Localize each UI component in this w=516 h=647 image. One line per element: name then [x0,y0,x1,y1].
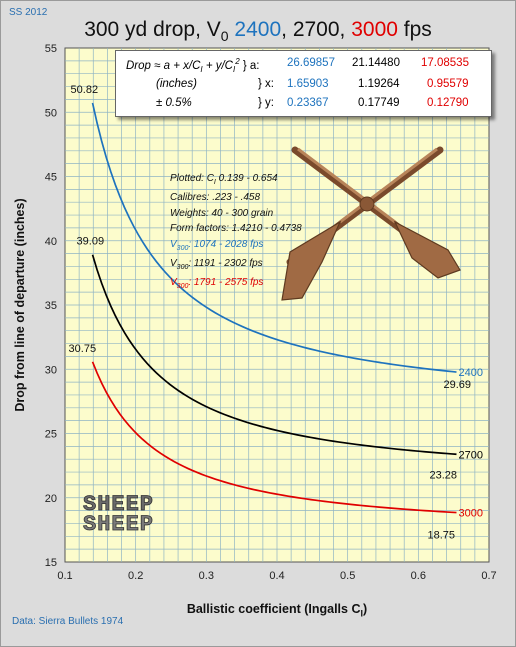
end-label-2400: 29.69 [443,379,471,391]
y-tick-label: 25 [45,429,57,441]
chart-notes: Plotted: CI 0.139 - 0.654 Calibres: .223… [170,171,302,295]
note-form-factors: Form factors: 1.4210 - 0.4738 [170,223,302,235]
title-v1: 2400 [234,18,282,41]
note-calibres: Calibres: .223 - .458 [170,192,261,204]
y-tick-label: 15 [45,557,57,569]
formula-row-1: Drop ≈ a + x/CI + y/CI2 } a: [126,57,260,75]
source-note: Data: Sierra Bullets 1974 [12,616,124,627]
y-tick-label: 40 [45,236,57,248]
x-axis-title: Ballistic coefficient (Ingalls CI) [186,602,368,619]
series-name-2400: 2400 [458,367,482,379]
x-tick-label: 0.4 [269,570,284,582]
title-prefix: 300 yd drop, V [84,18,221,41]
y-tick-label: 20 [45,493,57,505]
x-tick-label: 0.1 [57,570,72,582]
end-label-3000: 18.75 [427,530,455,542]
start-label-2700: 39.09 [77,236,105,248]
formula-legend: Drop ≈ a + x/CI + y/CI2 } a: (inches) } … [115,50,492,117]
start-label-2400: 50.82 [71,84,99,96]
x-tick-label: 0.3 [199,570,214,582]
coef-a-3000: 17.08535 [421,57,469,69]
note-plotted: Plotted: CI 0.139 - 0.654 [170,173,278,186]
title-v2: 2700 [292,18,340,41]
start-label-3000: 30.75 [69,343,97,355]
note-weights: Weights: 40 - 300 grain [170,207,274,219]
svg-text:SHEEP: SHEEP [83,492,154,517]
series [91,102,457,514]
coef-x-2700: 1.19264 [358,78,400,90]
formula-row-3-key: } y: [258,97,274,109]
coef-a-2700: 21.14480 [352,57,400,69]
y-tick-label: 45 [45,172,57,184]
series-line-2400 [91,102,457,373]
x-tick-label: 0.6 [411,570,426,582]
x-tick-label: 0.7 [481,570,496,582]
svg-text:SHEEP: SHEEP [83,512,154,537]
y-tick-label: 55 [45,43,57,55]
x-tick-label: 0.5 [340,570,355,582]
note-v300-2400: V300: 1074 - 2028 fps [170,238,264,252]
title-v3: 3000 [351,18,398,41]
axis-ticks: 0.1 0.2 0.3 0.4 0.5 0.6 0.7 15 20 25 30 35 40 45 50 55 [45,43,497,582]
coef-y-3000: 0.12790 [427,97,469,109]
series-name-2700: 2700 [458,449,482,461]
corner-tag: SS 2012 [9,7,48,18]
formula-row-2-key: } x: [258,78,274,90]
formula-row-3: ± 0.5% [156,97,192,109]
chart-title: 300 yd drop, V0 2400, 2700, 3000 fps [0,18,516,44]
coef-x-2400: 1.65903 [287,78,329,90]
series-line-3000 [91,361,457,514]
coef-a-2400: 26.69857 [287,57,335,69]
title-suffix: fps [403,18,432,41]
note-v300-2700: V300: 1191 - 2302 fps [170,258,263,272]
coef-y-2400: 0.23367 [287,97,329,109]
note-v300-3000: V300: 1791 - 2575 fps [170,277,264,291]
y-tick-label: 30 [45,364,57,376]
series-name-3000: 3000 [458,508,482,520]
coef-y-2700: 0.17749 [358,97,400,109]
series-line-2700 [91,254,457,456]
title-sep2: , [339,18,346,41]
x-tick-label: 0.2 [128,570,143,582]
coef-x-3000: 0.95579 [427,78,469,90]
y-tick-label: 50 [45,107,57,119]
title-subscript: 0 [220,28,229,45]
title-sep1: , [281,18,287,41]
end-label-2700: 23.28 [429,469,457,481]
formula-row-2: (inches) [156,78,197,90]
y-tick-label: 35 [45,300,57,312]
